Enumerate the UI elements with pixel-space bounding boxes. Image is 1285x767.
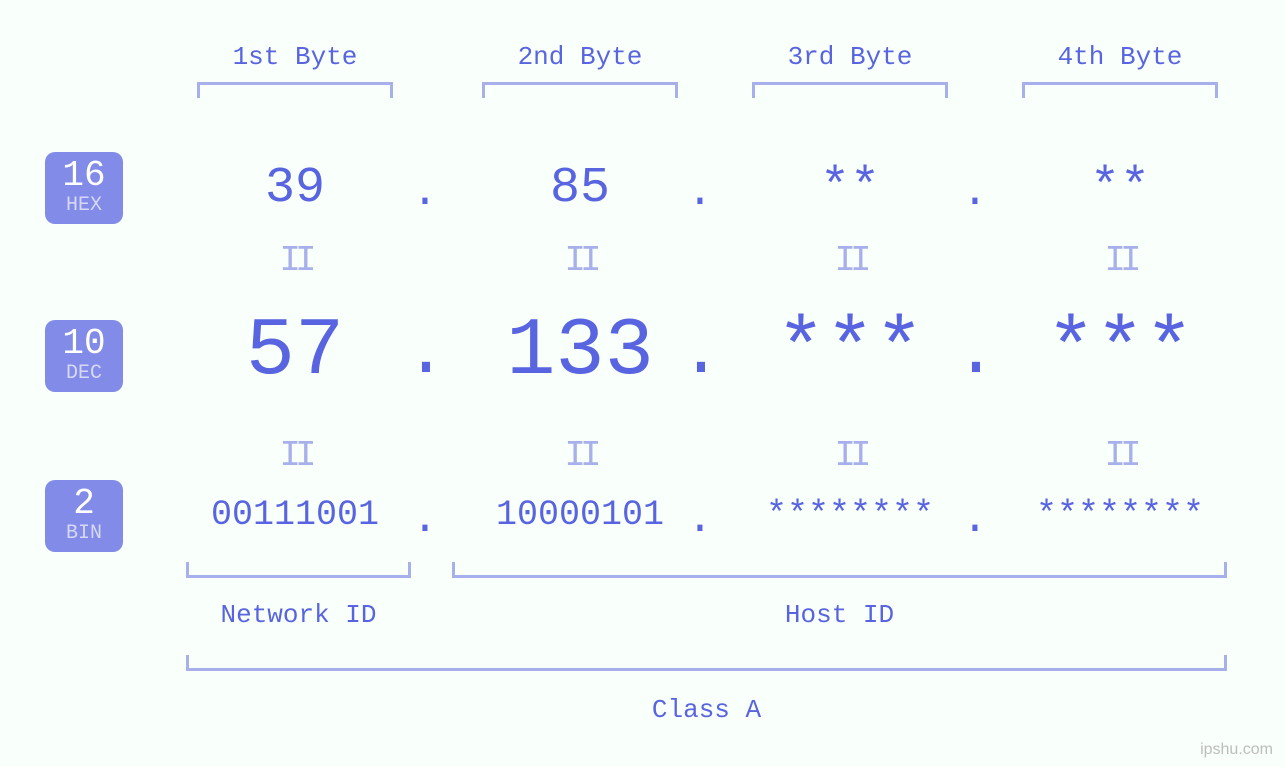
bin-dot-1: . (405, 495, 445, 545)
bin-byte-2: 10000101 (450, 495, 710, 535)
hex-byte-3: ** (750, 160, 950, 217)
host-id-bracket (452, 562, 1227, 578)
bin-byte-4: ******** (990, 495, 1250, 535)
hex-dot-1: . (405, 168, 445, 218)
hex-byte-4: ** (1020, 160, 1220, 217)
equals-icon: II (550, 435, 610, 476)
network-id-label: Network ID (186, 600, 411, 630)
class-bracket (186, 655, 1227, 671)
bin-dot-2: . (680, 495, 720, 545)
equals-icon: II (820, 240, 880, 281)
dec-byte-1: 57 (165, 305, 425, 398)
equals-icon: II (265, 435, 325, 476)
bin-byte-1: 00111001 (165, 495, 425, 535)
badge-dec-lbl: DEC (45, 364, 123, 384)
equals-icon: II (1090, 435, 1150, 476)
dec-dot-1: . (405, 315, 445, 394)
hex-dot-2: . (680, 168, 720, 218)
badge-dec: 10 DEC (45, 320, 123, 392)
byte-label-3: 3rd Byte (750, 42, 950, 72)
watermark: ipshu.com (1200, 741, 1273, 759)
dec-byte-4: *** (990, 305, 1250, 398)
bin-byte-3: ******** (720, 495, 980, 535)
dec-dot-3: . (955, 315, 995, 394)
equals-icon: II (265, 240, 325, 281)
byte-label-2: 2nd Byte (480, 42, 680, 72)
badge-bin-num: 2 (45, 486, 123, 522)
equals-icon: II (820, 435, 880, 476)
dec-dot-2: . (680, 315, 720, 394)
badge-hex-num: 16 (45, 158, 123, 194)
equals-icon: II (550, 240, 610, 281)
byte-bracket-2 (482, 82, 678, 98)
badge-bin-lbl: BIN (45, 524, 123, 544)
hex-byte-2: 85 (480, 160, 680, 217)
bin-dot-3: . (955, 495, 995, 545)
byte-label-1: 1st Byte (195, 42, 395, 72)
network-id-bracket (186, 562, 411, 578)
byte-bracket-3 (752, 82, 948, 98)
byte-label-4: 4th Byte (1020, 42, 1220, 72)
badge-hex: 16 HEX (45, 152, 123, 224)
class-label: Class A (186, 695, 1227, 725)
byte-bracket-4 (1022, 82, 1218, 98)
dec-byte-3: *** (720, 305, 980, 398)
byte-bracket-1 (197, 82, 393, 98)
badge-bin: 2 BIN (45, 480, 123, 552)
dec-byte-2: 133 (450, 305, 710, 398)
badge-hex-lbl: HEX (45, 196, 123, 216)
equals-icon: II (1090, 240, 1150, 281)
hex-dot-3: . (955, 168, 995, 218)
hex-byte-1: 39 (195, 160, 395, 217)
badge-dec-num: 10 (45, 326, 123, 362)
host-id-label: Host ID (452, 600, 1227, 630)
